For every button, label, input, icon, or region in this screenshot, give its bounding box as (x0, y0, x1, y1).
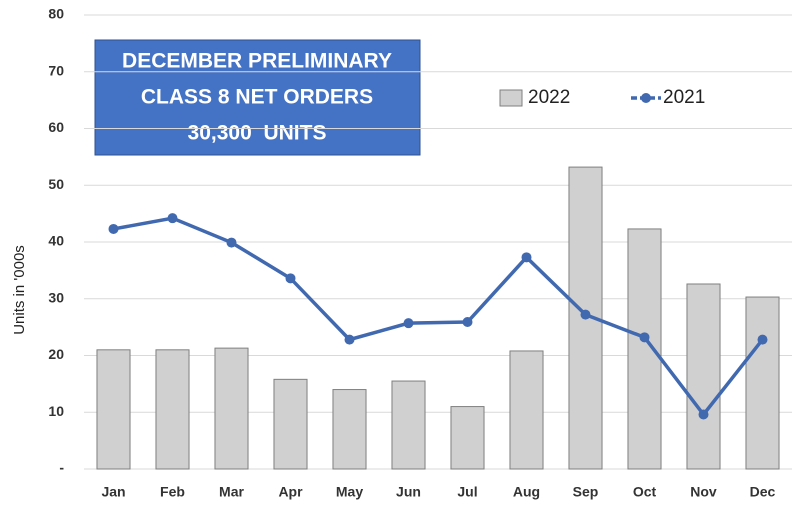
y-tick-label: 30 (48, 289, 64, 305)
x-tick-label: Jun (396, 484, 421, 500)
y-axis-label: Units in '000s (11, 245, 28, 335)
bar (273, 378, 308, 470)
bar (509, 350, 544, 470)
x-tick-label: Oct (633, 484, 657, 500)
bar (332, 389, 367, 470)
y-tick-label: - (59, 460, 64, 476)
legend-label: 2021 (663, 87, 705, 108)
bar (745, 296, 780, 470)
point (344, 334, 355, 345)
x-tick-label: Mar (219, 484, 244, 500)
y-tick-label: 40 (48, 233, 64, 249)
x-tick-label: May (336, 484, 363, 500)
y-tick-label: 60 (48, 119, 64, 135)
point (639, 332, 650, 343)
point (521, 252, 532, 263)
point (108, 223, 119, 234)
point (285, 273, 296, 284)
x-tick-label: Sep (573, 484, 599, 500)
y-tick-label: 10 (48, 403, 64, 419)
y-tick-label: 20 (48, 346, 64, 362)
x-tick-label: Jul (457, 484, 477, 500)
bar (450, 406, 485, 470)
legend-swatch (641, 93, 651, 103)
y-tick-label: 70 (48, 62, 64, 78)
point (167, 213, 178, 224)
chart-title: 30,300 UNITS (188, 122, 327, 145)
point (226, 237, 237, 248)
bar (155, 349, 190, 470)
y-tick-label: 50 (48, 176, 64, 192)
point (403, 318, 414, 329)
legend-label: 2022 (528, 87, 570, 108)
x-tick-label: Nov (690, 484, 717, 500)
title-box (94, 39, 421, 156)
point (580, 309, 591, 320)
x-tick-label: Feb (160, 484, 185, 500)
point (698, 409, 709, 420)
legend-swatch (499, 89, 523, 107)
x-tick-label: Jan (101, 484, 125, 500)
point (462, 317, 473, 328)
bar (214, 347, 249, 470)
chart-title: CLASS 8 NET ORDERS (141, 86, 373, 109)
point (757, 334, 768, 345)
bar (627, 228, 662, 470)
bar (96, 349, 131, 470)
x-tick-label: Dec (750, 484, 776, 500)
bar (686, 283, 721, 470)
chart-title: DECEMBER PRELIMINARY (122, 50, 392, 73)
bar (391, 380, 426, 470)
x-tick-label: Apr (278, 484, 303, 500)
line (113, 216, 764, 418)
x-tick-label: Aug (513, 484, 540, 500)
y-tick-label: 80 (48, 6, 64, 22)
